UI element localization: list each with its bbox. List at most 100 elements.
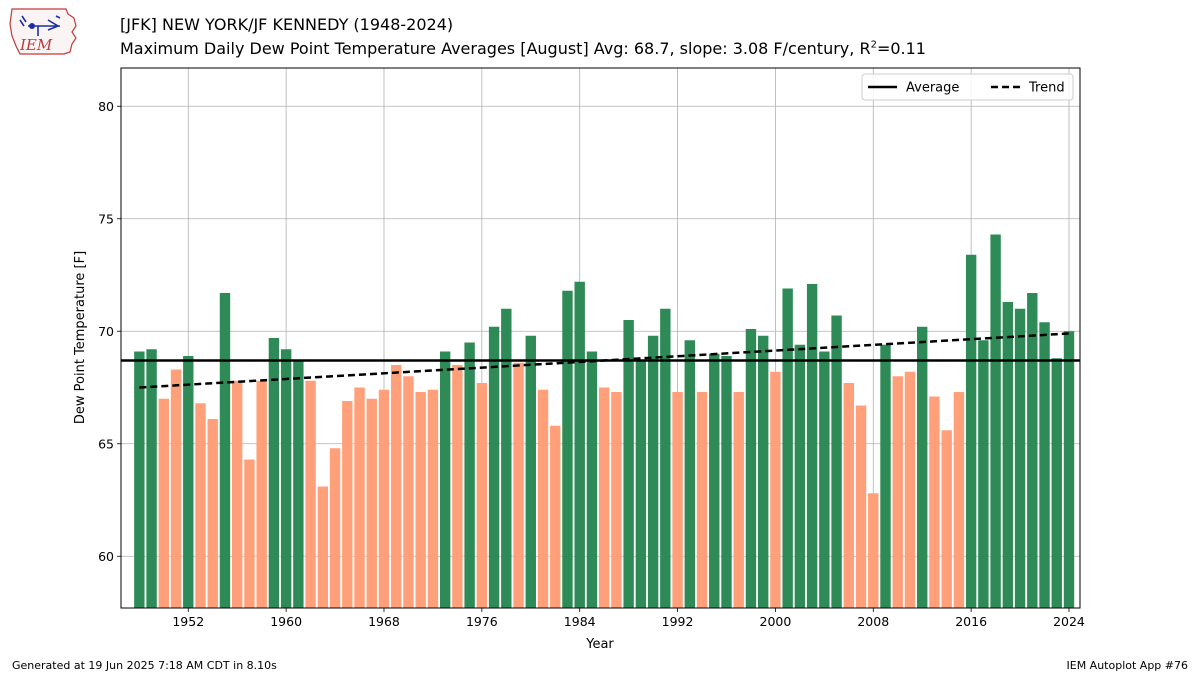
x-tick-label: 1992 <box>662 614 694 629</box>
bar-1988 <box>623 320 634 608</box>
bar-2006 <box>843 383 855 608</box>
bar-1997 <box>733 392 744 608</box>
bar-1973 <box>439 351 451 608</box>
bar-1950 <box>158 398 170 608</box>
bar-1965 <box>342 401 353 608</box>
x-tick-label: 2024 <box>1053 614 1085 629</box>
bar-1961 <box>293 360 304 608</box>
bar-1985 <box>586 351 598 608</box>
tick-labels: 1952 1960 1968 1976 1984 1992 2000 2008 2016 2024… <box>98 99 1085 629</box>
y-tick-label: 80 <box>98 99 114 114</box>
grid-lines <box>121 68 1080 608</box>
y-axis-label: Dew Point Temperature [F] <box>73 251 88 424</box>
bar-2010 <box>892 376 903 608</box>
bar-1990 <box>647 335 659 608</box>
bar-2011 <box>904 371 916 608</box>
bar-1986 <box>598 387 610 608</box>
bar-1960 <box>280 349 292 608</box>
bar-2013 <box>929 396 940 608</box>
bar-1982 <box>550 425 561 608</box>
generated-timestamp: Generated at 19 Jun 2025 7:18 AM CDT in … <box>12 659 277 672</box>
reference-lines <box>121 332 1080 389</box>
bar-1957 <box>244 459 255 608</box>
bar-2002 <box>794 344 806 608</box>
bar-1958 <box>256 380 267 608</box>
subtitle-suffix: =0.11 <box>876 39 926 58</box>
plot-frame <box>120 67 1081 609</box>
bar-2022 <box>1039 322 1050 608</box>
bar-2004 <box>819 351 830 608</box>
bar-1999 <box>757 335 769 608</box>
bars <box>134 234 1075 608</box>
bar-1948 <box>134 351 145 608</box>
x-tick-label: 2008 <box>857 614 889 629</box>
bar-1959 <box>268 338 280 608</box>
iowa-outline-icon <box>9 8 77 55</box>
subtitle-superscript: 2 <box>870 39 877 51</box>
bar-1991 <box>660 308 671 608</box>
bar-2020 <box>1014 308 1026 608</box>
bar-1954 <box>207 419 218 608</box>
y-tick-label: 60 <box>98 549 114 564</box>
bar-1955 <box>219 293 231 608</box>
bar-2008 <box>868 493 879 608</box>
iem-logo: IEM <box>9 8 77 55</box>
x-tick-label: 1952 <box>172 614 204 629</box>
bar-1969 <box>391 365 402 608</box>
bar-1979 <box>513 362 524 608</box>
y-tick-label: 70 <box>98 324 114 339</box>
bar-1952 <box>183 356 194 608</box>
x-tick-label: 2000 <box>760 614 792 629</box>
bar-1998 <box>745 329 757 608</box>
bar-1956 <box>232 380 243 608</box>
bar-1963 <box>317 486 329 608</box>
legend-average-label: Average <box>906 81 959 96</box>
bar-1989 <box>635 360 647 608</box>
bar-1977 <box>488 326 500 608</box>
bar-2024 <box>1063 331 1075 608</box>
bar-1964 <box>329 448 341 608</box>
bar-1987 <box>611 392 622 608</box>
bar-1995 <box>709 353 720 608</box>
x-tick-label: 2016 <box>955 614 987 629</box>
logo-text: IEM <box>19 36 53 54</box>
x-tick-label: 1976 <box>466 614 498 629</box>
bar-1968 <box>378 389 390 608</box>
bar-2009 <box>880 344 891 608</box>
bar-2021 <box>1027 293 1038 608</box>
bar-1970 <box>403 376 414 608</box>
weather-vane-icon <box>19 15 61 36</box>
bar-1992 <box>672 392 683 608</box>
bar-1967 <box>366 398 377 608</box>
x-axis-label: Year <box>585 637 614 652</box>
bar-2001 <box>782 288 793 608</box>
bar-1966 <box>354 387 365 608</box>
bar-1949 <box>146 349 157 608</box>
legend: Average Trend <box>861 73 1074 101</box>
bar-1983 <box>562 290 573 608</box>
bar-1953 <box>195 403 206 608</box>
bar-2017 <box>978 340 989 608</box>
chart-title: [JFK] NEW YORK/JF KENNEDY (1948-2024) <box>120 15 454 34</box>
bar-1978 <box>501 308 512 608</box>
chart-subtitle: Maximum Daily Dew Point Temperature Aver… <box>120 39 926 58</box>
x-tick-label: 1984 <box>564 614 596 629</box>
y-tick-label: 75 <box>98 211 114 226</box>
bar-1951 <box>170 369 182 608</box>
subtitle-prefix: Maximum Daily Dew Point Temperature Aver… <box>120 39 871 58</box>
legend-trend-label: Trend <box>1028 81 1065 96</box>
bar-2007 <box>855 405 867 608</box>
bar-2018 <box>990 234 1001 608</box>
x-tick-label: 1960 <box>270 614 302 629</box>
bar-1976 <box>476 383 488 608</box>
bar-1972 <box>427 389 439 608</box>
bar-2000 <box>770 371 781 608</box>
bar-1975 <box>464 342 475 608</box>
plot-area-border <box>120 67 1081 609</box>
bar-2012 <box>917 326 928 608</box>
bar-1993 <box>684 340 695 608</box>
bar-2003 <box>806 284 818 608</box>
bar-1996 <box>721 356 732 608</box>
x-tick-label: 1968 <box>368 614 400 629</box>
